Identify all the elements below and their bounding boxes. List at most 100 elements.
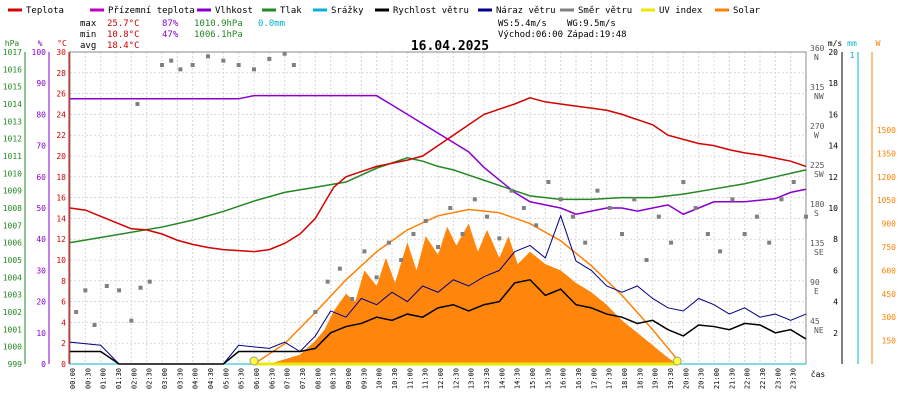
legend-label: Srážky (331, 6, 364, 16)
temp-tick-label: 26 (56, 90, 66, 99)
x-tick-label: 04:00 (192, 368, 200, 389)
wind-direction-point (117, 288, 122, 293)
legend-label: UV index (659, 6, 703, 16)
hpa-tick-label: 1012 (3, 135, 22, 144)
humidity-line (70, 94, 807, 216)
x-tick-label: 03:00 (161, 368, 169, 389)
wind-gust-line (69, 214, 807, 365)
pct-tick-label: 10 (36, 329, 46, 338)
temperature-line (69, 96, 807, 253)
x-tick-label: 17:30 (606, 368, 614, 389)
wind-direction-point (104, 284, 109, 288)
hpa-tick-label: 1006 (3, 239, 22, 248)
wind-direction-point (411, 232, 416, 236)
wind-direction-point (313, 310, 318, 314)
wind-direction-point (570, 214, 575, 219)
pct-tick-label: 70 (36, 142, 46, 151)
stat-max-rain: 0.0mm (258, 19, 285, 29)
sunset: Západ:19:48 (567, 30, 627, 40)
x-tick-label: 13:30 (483, 368, 491, 389)
wind-direction-point (362, 249, 367, 254)
hpa-axis-label: hPa (5, 39, 20, 48)
w-tick-label: 450 (882, 290, 897, 299)
hpa-tick-label: 1016 (3, 65, 22, 74)
temp-tick-label: 6 (61, 298, 66, 307)
ms-tick-label: 4 (833, 298, 838, 307)
dir-cardinal-label: NE (814, 326, 824, 335)
x-tick-label: 00:30 (84, 368, 92, 389)
x-tick-label: 07:00 (284, 368, 292, 389)
dir-tick-label: 180 (810, 200, 825, 209)
wind-direction-point (804, 214, 808, 219)
wind-direction-point (632, 197, 637, 202)
pct-tick-label: 0 (41, 360, 46, 369)
stat-avg-label: avg (80, 41, 96, 51)
w-tick-label: 1500 (877, 126, 896, 135)
wind-direction-point (337, 266, 342, 271)
stats-panel: max 25.7°C 87% 1010.9hPa 0.0mm min 10.8°C 47% 10… (80, 19, 627, 51)
wind-direction-point (705, 232, 710, 236)
x-tick-label: 19:30 (667, 368, 675, 389)
temp-axis-label: °C (57, 39, 67, 48)
wind-direction-point (448, 206, 453, 210)
wind-direction-point (718, 249, 723, 254)
wind-direction-point (138, 285, 143, 290)
x-tick-label: 04:30 (207, 368, 215, 389)
w-tick-label: 1350 (877, 149, 896, 158)
wind-wg: WG:9.5m/s (567, 19, 616, 29)
dir-cardinal-label: SE (814, 248, 824, 257)
dir-cardinal-label: E (814, 287, 819, 296)
pct-tick-label: 20 (36, 298, 46, 307)
pct-tick-label: 60 (36, 173, 46, 182)
legend-label: Teplota (26, 6, 64, 16)
ms-tick-label: 10 (828, 204, 838, 213)
temp-tick-label: 16 (56, 194, 66, 203)
w-tick-label: 900 (882, 220, 897, 229)
x-tick-label: 21:30 (728, 368, 736, 389)
wind-direction-point (169, 58, 174, 63)
x-tick-label: 06:30 (268, 368, 276, 389)
hpa-tick-label: 1005 (3, 256, 22, 265)
x-tick-label: 11:00 (406, 368, 414, 389)
pct-axis-label: % (38, 39, 43, 48)
hpa-tick-label: 1000 (3, 343, 22, 352)
dir-tick-label: 135 (810, 239, 825, 248)
w-tick-label: 600 (882, 266, 897, 275)
wind-direction-point (693, 206, 698, 210)
wind-direction-dots (74, 51, 808, 327)
wind-direction-point (742, 232, 747, 236)
dir-tick-label: 270 (810, 122, 825, 131)
x-tick-label: 19:00 (652, 368, 660, 389)
legend-label: Tlak (280, 6, 302, 16)
x-tick-label: 23:00 (774, 368, 782, 389)
wind-direction-point (767, 240, 772, 245)
stat-min-label: min (80, 30, 96, 40)
wind-direction-point (485, 214, 490, 219)
x-tick-label: 18:30 (636, 368, 644, 389)
wind-direction-point (374, 275, 379, 280)
uv-marker (249, 356, 259, 366)
x-tick-label: 01:30 (115, 368, 123, 389)
wind-direction-point (669, 240, 674, 245)
x-tick-label: 06:00 (253, 368, 261, 389)
wind-direction-point (730, 197, 735, 202)
x-tick-label: 08:00 (314, 368, 322, 389)
legend-label: Přízemní teplota (108, 6, 195, 16)
pct-tick-label: 100 (32, 48, 47, 57)
x-tick-label: 10:00 (376, 368, 384, 389)
x-tick-label: 02:30 (146, 368, 154, 389)
wind-direction-point (509, 188, 514, 193)
stat-max-temp: 25.7°C (107, 19, 140, 29)
wind-direction-point (206, 54, 210, 59)
dir-cardinal-label: NW (814, 92, 824, 101)
x-tick-label: 07:30 (299, 368, 307, 389)
wind-direction-point (291, 63, 296, 67)
x-tick-label: 14:30 (514, 368, 522, 389)
legend-label: Náraz větru (496, 6, 556, 16)
x-tick-label: 12:30 (452, 368, 460, 389)
wind-direction-point (399, 258, 404, 262)
wind-direction-point (325, 279, 330, 284)
ms-tick-label: 16 (828, 110, 838, 119)
legend-label: Solar (733, 6, 761, 16)
